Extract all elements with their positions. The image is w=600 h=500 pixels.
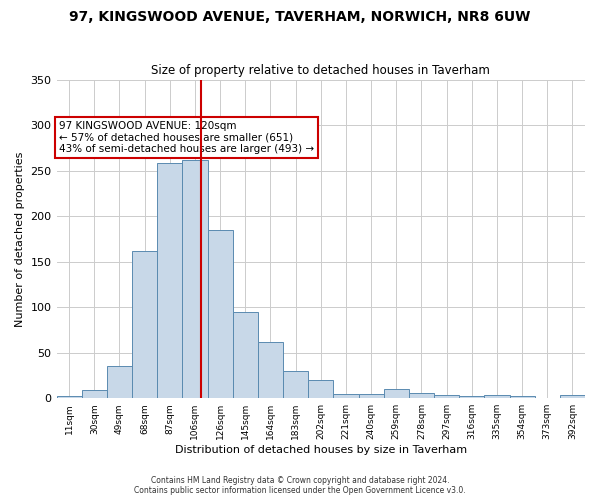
Bar — [383, 389, 409, 398]
Bar — [82, 390, 107, 398]
Bar — [258, 342, 283, 398]
Bar — [132, 250, 157, 398]
Bar — [359, 394, 383, 398]
Bar — [334, 394, 359, 398]
Text: Contains HM Land Registry data © Crown copyright and database right 2024.
Contai: Contains HM Land Registry data © Crown c… — [134, 476, 466, 495]
Bar — [484, 396, 509, 398]
Bar — [434, 396, 459, 398]
Text: 97 KINGSWOOD AVENUE: 120sqm
← 57% of detached houses are smaller (651)
43% of se: 97 KINGSWOOD AVENUE: 120sqm ← 57% of det… — [59, 121, 314, 154]
Bar — [283, 371, 308, 398]
Title: Size of property relative to detached houses in Taverham: Size of property relative to detached ho… — [151, 64, 490, 77]
Bar — [308, 380, 334, 398]
X-axis label: Distribution of detached houses by size in Taverham: Distribution of detached houses by size … — [175, 445, 467, 455]
Bar — [107, 366, 132, 398]
Bar — [208, 230, 233, 398]
Bar — [560, 396, 585, 398]
Bar — [459, 396, 484, 398]
Bar — [182, 160, 208, 398]
Bar — [56, 396, 82, 398]
Y-axis label: Number of detached properties: Number of detached properties — [15, 151, 25, 326]
Bar — [233, 312, 258, 398]
Bar — [157, 164, 182, 398]
Text: 97, KINGSWOOD AVENUE, TAVERHAM, NORWICH, NR8 6UW: 97, KINGSWOOD AVENUE, TAVERHAM, NORWICH,… — [70, 10, 530, 24]
Bar — [509, 396, 535, 398]
Bar — [409, 392, 434, 398]
